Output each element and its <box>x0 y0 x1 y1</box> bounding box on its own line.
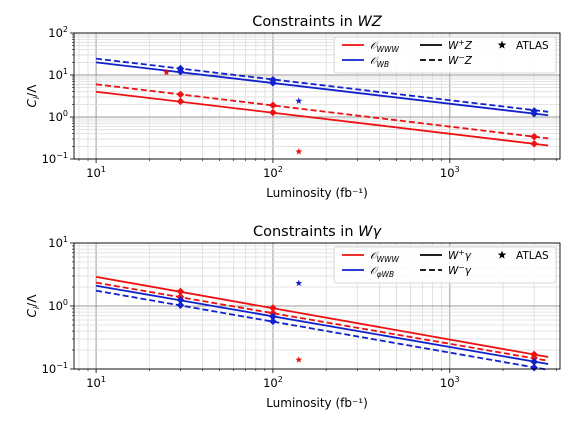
data-point <box>530 363 538 372</box>
legend-label: 𝒪WB <box>370 55 389 69</box>
data-point <box>530 354 538 362</box>
legend-label: W+γ <box>448 248 472 262</box>
plot-frame <box>73 32 561 160</box>
chart-title: Constraints in WZ <box>252 14 383 30</box>
x-tick-label: 103 <box>440 165 460 180</box>
y-tick-label: 101 <box>48 235 68 250</box>
series-1 <box>95 90 549 148</box>
series-line <box>95 57 549 113</box>
data-point <box>176 287 185 296</box>
y-tick-label: 10−1 <box>42 151 68 166</box>
data-point <box>269 75 277 84</box>
series-line <box>95 275 549 358</box>
atlas-point <box>295 97 303 104</box>
data-point <box>176 301 185 309</box>
chart-panel-2: 101 102 103 10−1 100 101 Constraints in Wγ Lumi… <box>25 224 561 410</box>
legend-star <box>497 40 507 49</box>
legend-label: W−Z <box>448 53 473 67</box>
x-axis-label: Luminosity (fb⁻¹) <box>266 396 368 410</box>
atlas-point <box>295 279 303 287</box>
x-tick-label: 103 <box>440 375 460 390</box>
legend-label: W+Z <box>448 38 473 52</box>
series-line <box>95 90 549 147</box>
x-tick-label: 102 <box>263 165 283 180</box>
chart-panel-1: 101 102 103 10−1 100 101 102 Constraints in WZ L… <box>25 14 561 200</box>
x-tick-label: 102 <box>263 375 283 390</box>
series-line <box>95 61 549 117</box>
legend-label: ATLAS <box>516 40 549 52</box>
y-tick-label: 100 <box>48 109 68 124</box>
x-axis-label: Luminosity (fb⁻¹) <box>266 186 368 200</box>
legend-label: 𝒪WWW <box>370 250 399 264</box>
series-2 <box>95 83 549 141</box>
y-axis-label: Ci/Λ <box>25 84 41 108</box>
y-axis-label: Ci/Λ <box>25 294 41 318</box>
series-3 <box>95 284 549 366</box>
series-1 <box>95 275 549 359</box>
y-tick-label: 102 <box>48 25 68 40</box>
data-point <box>176 97 185 106</box>
y-tick-label: 10−1 <box>42 361 68 376</box>
series-line <box>95 281 549 362</box>
legend-star <box>497 250 507 259</box>
atlas-point <box>163 68 170 76</box>
series-4 <box>95 57 549 115</box>
data-point <box>269 108 277 117</box>
series-line <box>95 289 549 371</box>
data-point <box>530 358 538 366</box>
data-point <box>176 296 185 304</box>
data-point <box>269 312 277 321</box>
chart-title: Constraints in Wγ <box>253 224 383 240</box>
x-tick-label: 101 <box>86 375 106 390</box>
data-point <box>176 90 185 99</box>
series-4 <box>95 289 549 372</box>
y-tick-label: 100 <box>48 298 68 313</box>
data-point <box>269 304 277 312</box>
legend-label: 𝒪φWB <box>370 265 394 279</box>
plot-frame <box>73 242 561 370</box>
legend-label: W−γ <box>448 263 472 277</box>
data-point <box>269 101 277 110</box>
series-line <box>95 284 549 365</box>
x-tick-label: 101 <box>86 165 106 180</box>
data-point <box>530 140 538 148</box>
series-line <box>95 83 549 140</box>
atlas-point <box>295 148 303 155</box>
data-point <box>530 107 538 115</box>
data-point <box>269 317 277 326</box>
y-tick-label: 101 <box>48 67 68 82</box>
legend-label: 𝒪WWW <box>370 40 399 54</box>
legend-label: ATLAS <box>516 250 549 262</box>
data-point <box>530 132 538 141</box>
atlas-point <box>295 356 303 363</box>
data-point <box>176 64 185 73</box>
